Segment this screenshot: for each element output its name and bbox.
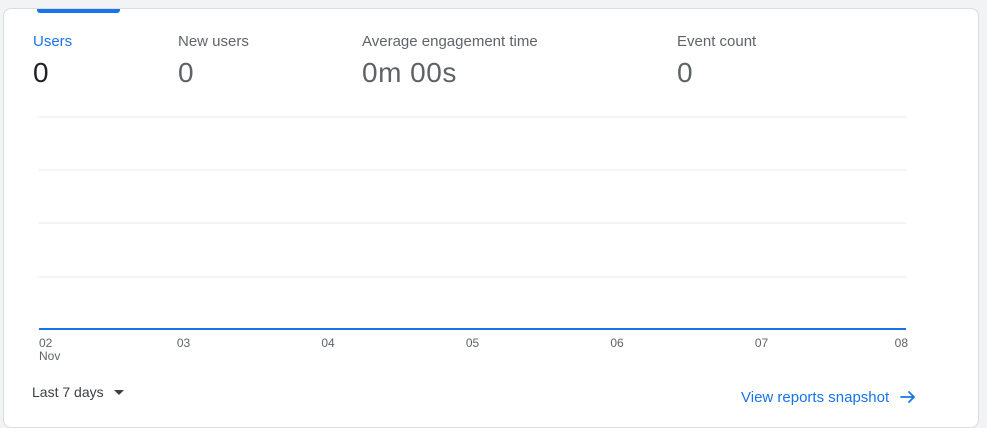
metric-value: 0 [178, 57, 195, 88]
metric-tab-users[interactable]: Users 0 [33, 33, 72, 89]
metric-label: Event count [677, 33, 757, 50]
metric-value: 0 [677, 57, 694, 88]
date-range-label: Last 7 days [32, 384, 104, 400]
x-tick-label: 03 [177, 336, 191, 350]
x-tick-label: 05 [466, 336, 480, 350]
active-tab-indicator [37, 9, 120, 13]
users-line-chart: 02 Nov 03 04 05 06 07 08 [39, 116, 909, 363]
metric-tab-average-engagement-time[interactable]: Average engagement time 0m 00s [362, 33, 538, 89]
x-tick-label: 08 [895, 336, 909, 350]
metric-value: 0 [33, 57, 50, 88]
caret-down-icon [113, 389, 124, 395]
metric-label: Users [33, 33, 73, 50]
metric-label: Average engagement time [362, 33, 538, 50]
view-reports-snapshot-label: View reports snapshot [741, 388, 890, 406]
metric-value: 0m 00s [362, 57, 457, 88]
arrow-right-icon [899, 388, 917, 406]
x-tick-label: 07 [755, 336, 769, 350]
view-reports-snapshot-link[interactable]: View reports snapshot [741, 388, 917, 406]
x-tick-label: 06 [610, 336, 624, 350]
metric-label: New users [178, 33, 249, 50]
metric-tab-event-count[interactable]: Event count 0 [677, 33, 756, 89]
metric-tab-new-users[interactable]: New users 0 [178, 33, 249, 89]
date-range-dropdown[interactable]: Last 7 days [32, 384, 124, 400]
x-tick-label: 02 Nov [39, 336, 60, 363]
overview-card: Users 0 New users 0 Average engagement t… [3, 8, 979, 428]
x-tick-label: 04 [321, 336, 335, 350]
